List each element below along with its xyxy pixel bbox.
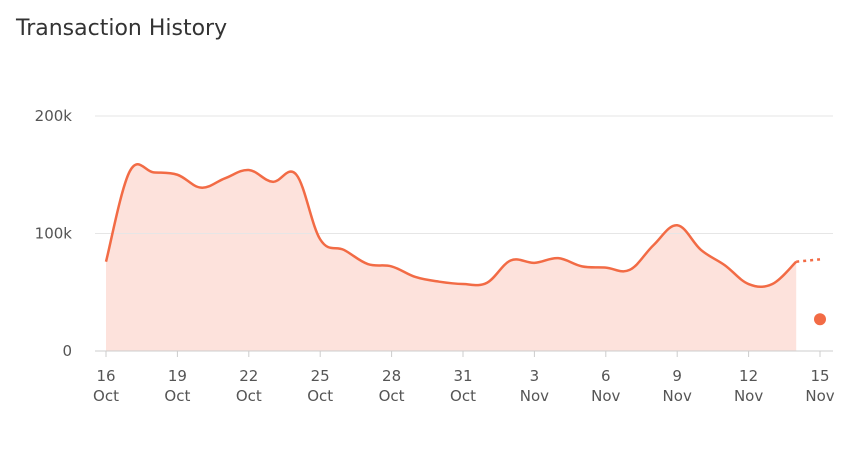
x-tick-day-label: 9 (672, 367, 682, 385)
x-tick-day-label: 3 (530, 367, 540, 385)
x-tick-day-label: 25 (311, 367, 330, 385)
x-tick-month-label: Nov (663, 387, 692, 405)
x-tick-month-label: Oct (164, 387, 190, 405)
x-tick-month-label: Oct (307, 387, 333, 405)
x-tick-day-label: 12 (739, 367, 758, 385)
x-tick-month-label: Oct (93, 387, 119, 405)
series-marker-point (814, 313, 826, 326)
series-area (106, 164, 797, 351)
x-tick-day-label: 28 (382, 367, 401, 385)
x-tick-month-label: Oct (236, 387, 262, 405)
x-tick-month-label: Oct (379, 387, 405, 405)
x-tick-day-label: 15 (810, 367, 829, 385)
x-tick-month-label: Nov (805, 387, 834, 405)
y-tick-label: 100k (35, 225, 73, 243)
x-tick-month-label: Nov (520, 387, 549, 405)
y-tick-label: 200k (35, 107, 73, 125)
x-tick-day-label: 22 (239, 367, 258, 385)
x-tick-month-label: Oct (450, 387, 476, 405)
chart-title: Transaction History (16, 16, 228, 41)
x-tick-month-label: Nov (734, 387, 763, 405)
x-tick-day-label: 16 (96, 367, 115, 385)
x-tick-month-label: Nov (591, 387, 620, 405)
x-tick-day-label: 19 (168, 367, 187, 385)
x-tick-day-label: 31 (453, 367, 472, 385)
y-tick-label: 0 (62, 342, 72, 360)
projected-line (796, 258, 821, 263)
x-tick-day-label: 6 (601, 367, 611, 385)
series-line (104, 163, 798, 289)
